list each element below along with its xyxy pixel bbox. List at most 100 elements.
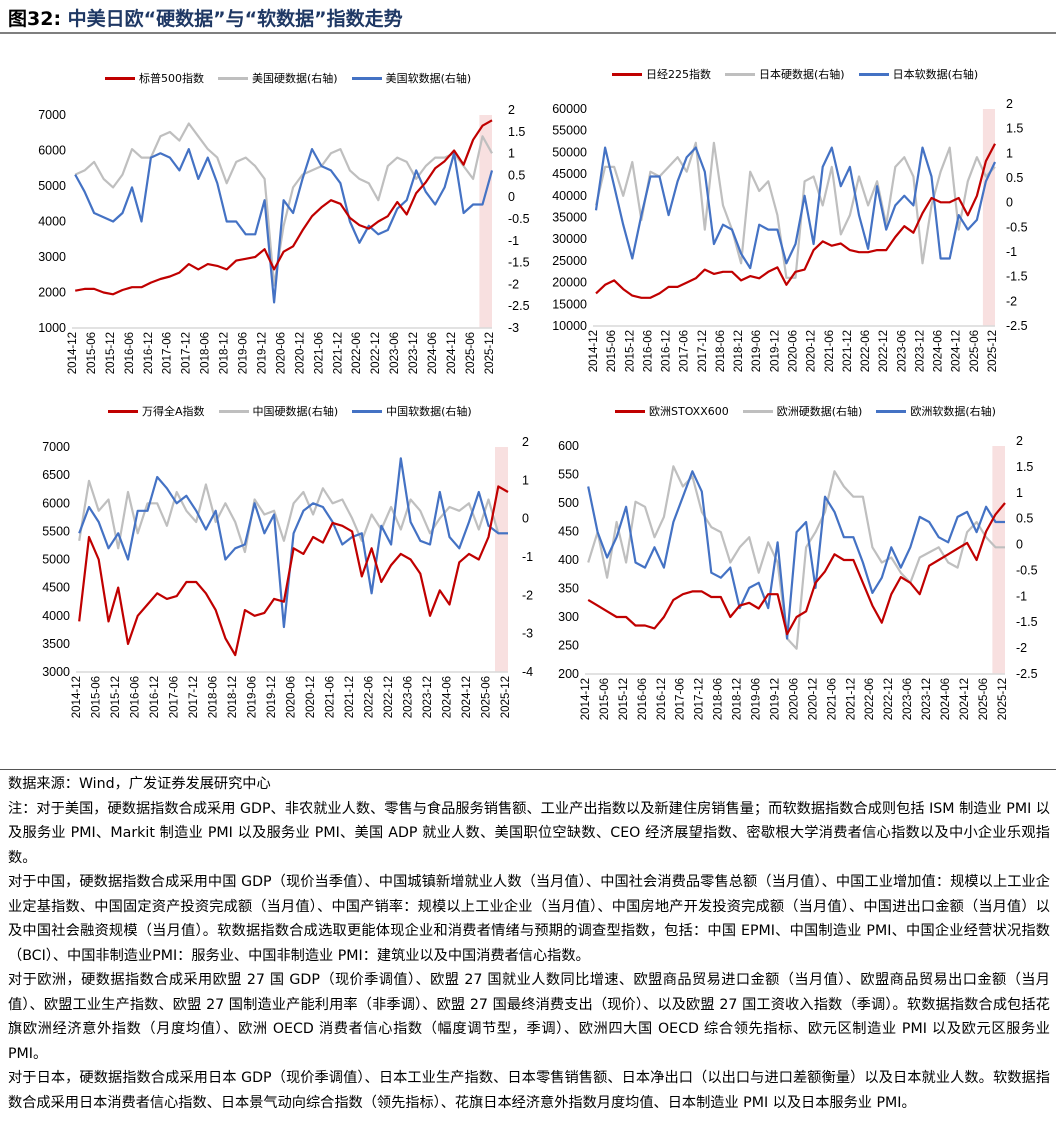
- left-axis-tick-label: 5000: [38, 179, 66, 193]
- right-axis-tick-label: -1.5: [1006, 270, 1028, 284]
- left-axis-tick-label: 200: [558, 667, 579, 681]
- left-axis-tick-label: 60000: [552, 102, 587, 116]
- right-axis-tick-label: -4: [522, 665, 533, 679]
- x-axis-tick-label: 2024-12: [951, 330, 963, 372]
- right-axis-tick-label: -1: [1016, 589, 1027, 603]
- x-axis-tick-label: 2023-12: [921, 678, 933, 720]
- x-axis-tick-label: 2014-12: [580, 678, 592, 720]
- legend-label: 日本软数据(右轴): [892, 68, 979, 81]
- left-axis-tick-label: 350: [558, 582, 579, 596]
- chart-us: 7000 6000 5000 4000 3000 2000 1000 2 1.5 1 0.5 0 -0.…: [38, 103, 529, 374]
- x-axis-tick-label: 2015-12: [624, 330, 636, 372]
- x-axis-tick-label: 2025-06: [978, 678, 990, 720]
- x-axis-tick-label: 2016-06: [124, 332, 136, 374]
- left-axis-tick-label: 500: [558, 496, 579, 510]
- left-axis-tick-label: 45000: [552, 167, 587, 181]
- x-axis-tick-label: 2023-12: [914, 330, 926, 372]
- charts-svg: 700060005000400030002000100021.510.50-0.…: [38, 97, 1038, 720]
- x-axis-tick-label: 2023-12: [408, 332, 420, 374]
- left-axis-tick-label: 300: [558, 610, 579, 624]
- x-axis-tick-label: 2018-12: [227, 676, 239, 718]
- left-axis-tick-label: 50000: [552, 145, 587, 159]
- x-axis-tick-label: 2023-06: [402, 676, 414, 718]
- japan-note: 对于日本，硬数据指数合成采用日本 GDP（现价季调值）、日本工业生产指数、日本零…: [8, 1070, 1050, 1111]
- title-divider: [0, 32, 1056, 34]
- china-note: 对于中国，硬数据指数合成采用中国 GDP（现价当季值）、中国城镇新增就业人数（当…: [8, 874, 1050, 964]
- x-axis-tick-label: 2020-12: [806, 330, 818, 372]
- legend-label: 万得全A指数: [142, 405, 205, 418]
- figure-title-text: 中美日欧“硬数据”与“软数据”指数走势: [67, 8, 403, 30]
- left-axis-tick-label: 1000: [38, 321, 66, 335]
- right-axis-tick-label: 1: [508, 147, 515, 161]
- x-axis-tick-label: 2018-06: [207, 676, 219, 718]
- x-axis-tick-label: 2017-06: [162, 332, 174, 374]
- x-axis-tick-label: 2017-12: [181, 332, 193, 374]
- x-axis-tick-label: 2023-06: [896, 330, 908, 372]
- x-axis-tick-label: 2024-12: [959, 678, 971, 720]
- x-axis-tick-label: 2018-06: [713, 678, 725, 720]
- left-axis-tick-label: 25000: [552, 254, 587, 268]
- right-axis-tick-label: 0.5: [508, 168, 525, 182]
- right-axis-tick-label: -3: [508, 321, 519, 335]
- x-axis-tick-label: 2022-12: [383, 676, 395, 718]
- left-axis-tick-label: 3500: [42, 637, 70, 651]
- x-axis-tick-label: 2016-06: [642, 330, 654, 372]
- x-axis-tick-label: 2020-12: [807, 678, 819, 720]
- x-axis-tick-label: 2022-06: [860, 330, 872, 372]
- x-axis-tick-label: 2021-12: [842, 330, 854, 372]
- x-axis-tick-label: 2020-06: [285, 676, 297, 718]
- x-axis-tick-label: 2017-12: [188, 676, 200, 718]
- legend-item: 日经225指数: [612, 66, 711, 82]
- highlight-shade: [479, 115, 492, 328]
- x-axis-tick-label: 2020-06: [787, 330, 799, 372]
- legend-item: 万得全A指数: [108, 403, 205, 419]
- right-axis-tick-label: -0.5: [508, 212, 530, 226]
- left-axis-tick-label: 5000: [42, 553, 70, 567]
- left-axis-tick-label: 5500: [42, 524, 70, 538]
- series-line-soft-data: [78, 457, 508, 629]
- legend-label: 美国软数据(右轴): [385, 72, 472, 85]
- x-axis-tick-label: 2020-06: [788, 678, 800, 720]
- legend-label: 标普500指数: [139, 72, 204, 85]
- highlight-shade: [992, 446, 1005, 674]
- legend-item: 中国硬数据(右轴): [218, 403, 338, 419]
- legend-item: 美国硬数据(右轴): [218, 70, 338, 86]
- right-axis-tick-label: -2.5: [1006, 319, 1028, 333]
- x-axis-tick-label: 2019-06: [246, 676, 258, 718]
- x-axis-tick-label: 2015-06: [90, 676, 102, 718]
- x-axis-tick-label: 2020-12: [294, 332, 306, 374]
- x-axis-tick-label: 2019-06: [751, 678, 763, 720]
- left-axis-tick-label: 30000: [552, 232, 587, 246]
- legend-item: 美国软数据(右轴): [351, 70, 472, 86]
- series-line-index: [587, 502, 1006, 636]
- legend-swatch: [615, 409, 645, 413]
- right-axis-tick-label: 2: [508, 103, 515, 117]
- x-axis-tick-label: 2021-12: [332, 332, 344, 374]
- right-axis-tick-label: 1: [522, 473, 529, 487]
- x-axis-tick-label: 2025-12: [500, 676, 512, 718]
- legend-label: 中国软数据(右轴): [386, 405, 472, 418]
- right-axis-tick-label: -3: [522, 627, 533, 641]
- x-axis-tick-label: 2015-06: [606, 330, 618, 372]
- left-axis-tick-label: 550: [558, 468, 579, 482]
- left-axis-tick-label: 450: [558, 525, 579, 539]
- x-axis-tick-label: 2021-06: [313, 332, 325, 374]
- x-axis-tick-label: 2024-06: [441, 676, 453, 718]
- x-axis-tick-label: 2016-12: [143, 332, 155, 374]
- right-axis-tick-label: -2.5: [1016, 667, 1038, 681]
- chart-china: 7000 6500 6000 5500 5000 4500 4000 3500 3000 2 1 0 -…: [42, 435, 533, 718]
- x-axis-tick-label: 2025-12: [484, 332, 496, 374]
- europe-note: 对于欧洲，硬数据指数合成采用欧盟 27 国 GDP（现价季调值）、欧盟 27 国…: [8, 972, 1050, 1062]
- x-axis-tick-label: 2014-12: [67, 332, 79, 374]
- right-axis-tick-label: -1.5: [508, 256, 530, 270]
- legend-swatch: [218, 76, 248, 80]
- x-axis-tick-label: 2016-12: [656, 678, 668, 720]
- x-axis-tick-label: 2018-12: [733, 330, 745, 372]
- x-axis-tick-label: 2015-12: [618, 678, 630, 720]
- legend-swatch: [105, 76, 135, 80]
- x-axis-tick-label: 2024-06: [933, 330, 945, 372]
- legend-label: 美国硬数据(右轴): [252, 72, 338, 85]
- legend-item: 标普500指数: [105, 70, 204, 86]
- legend-swatch: [725, 72, 755, 76]
- right-axis-tick-label: 0: [1016, 538, 1023, 552]
